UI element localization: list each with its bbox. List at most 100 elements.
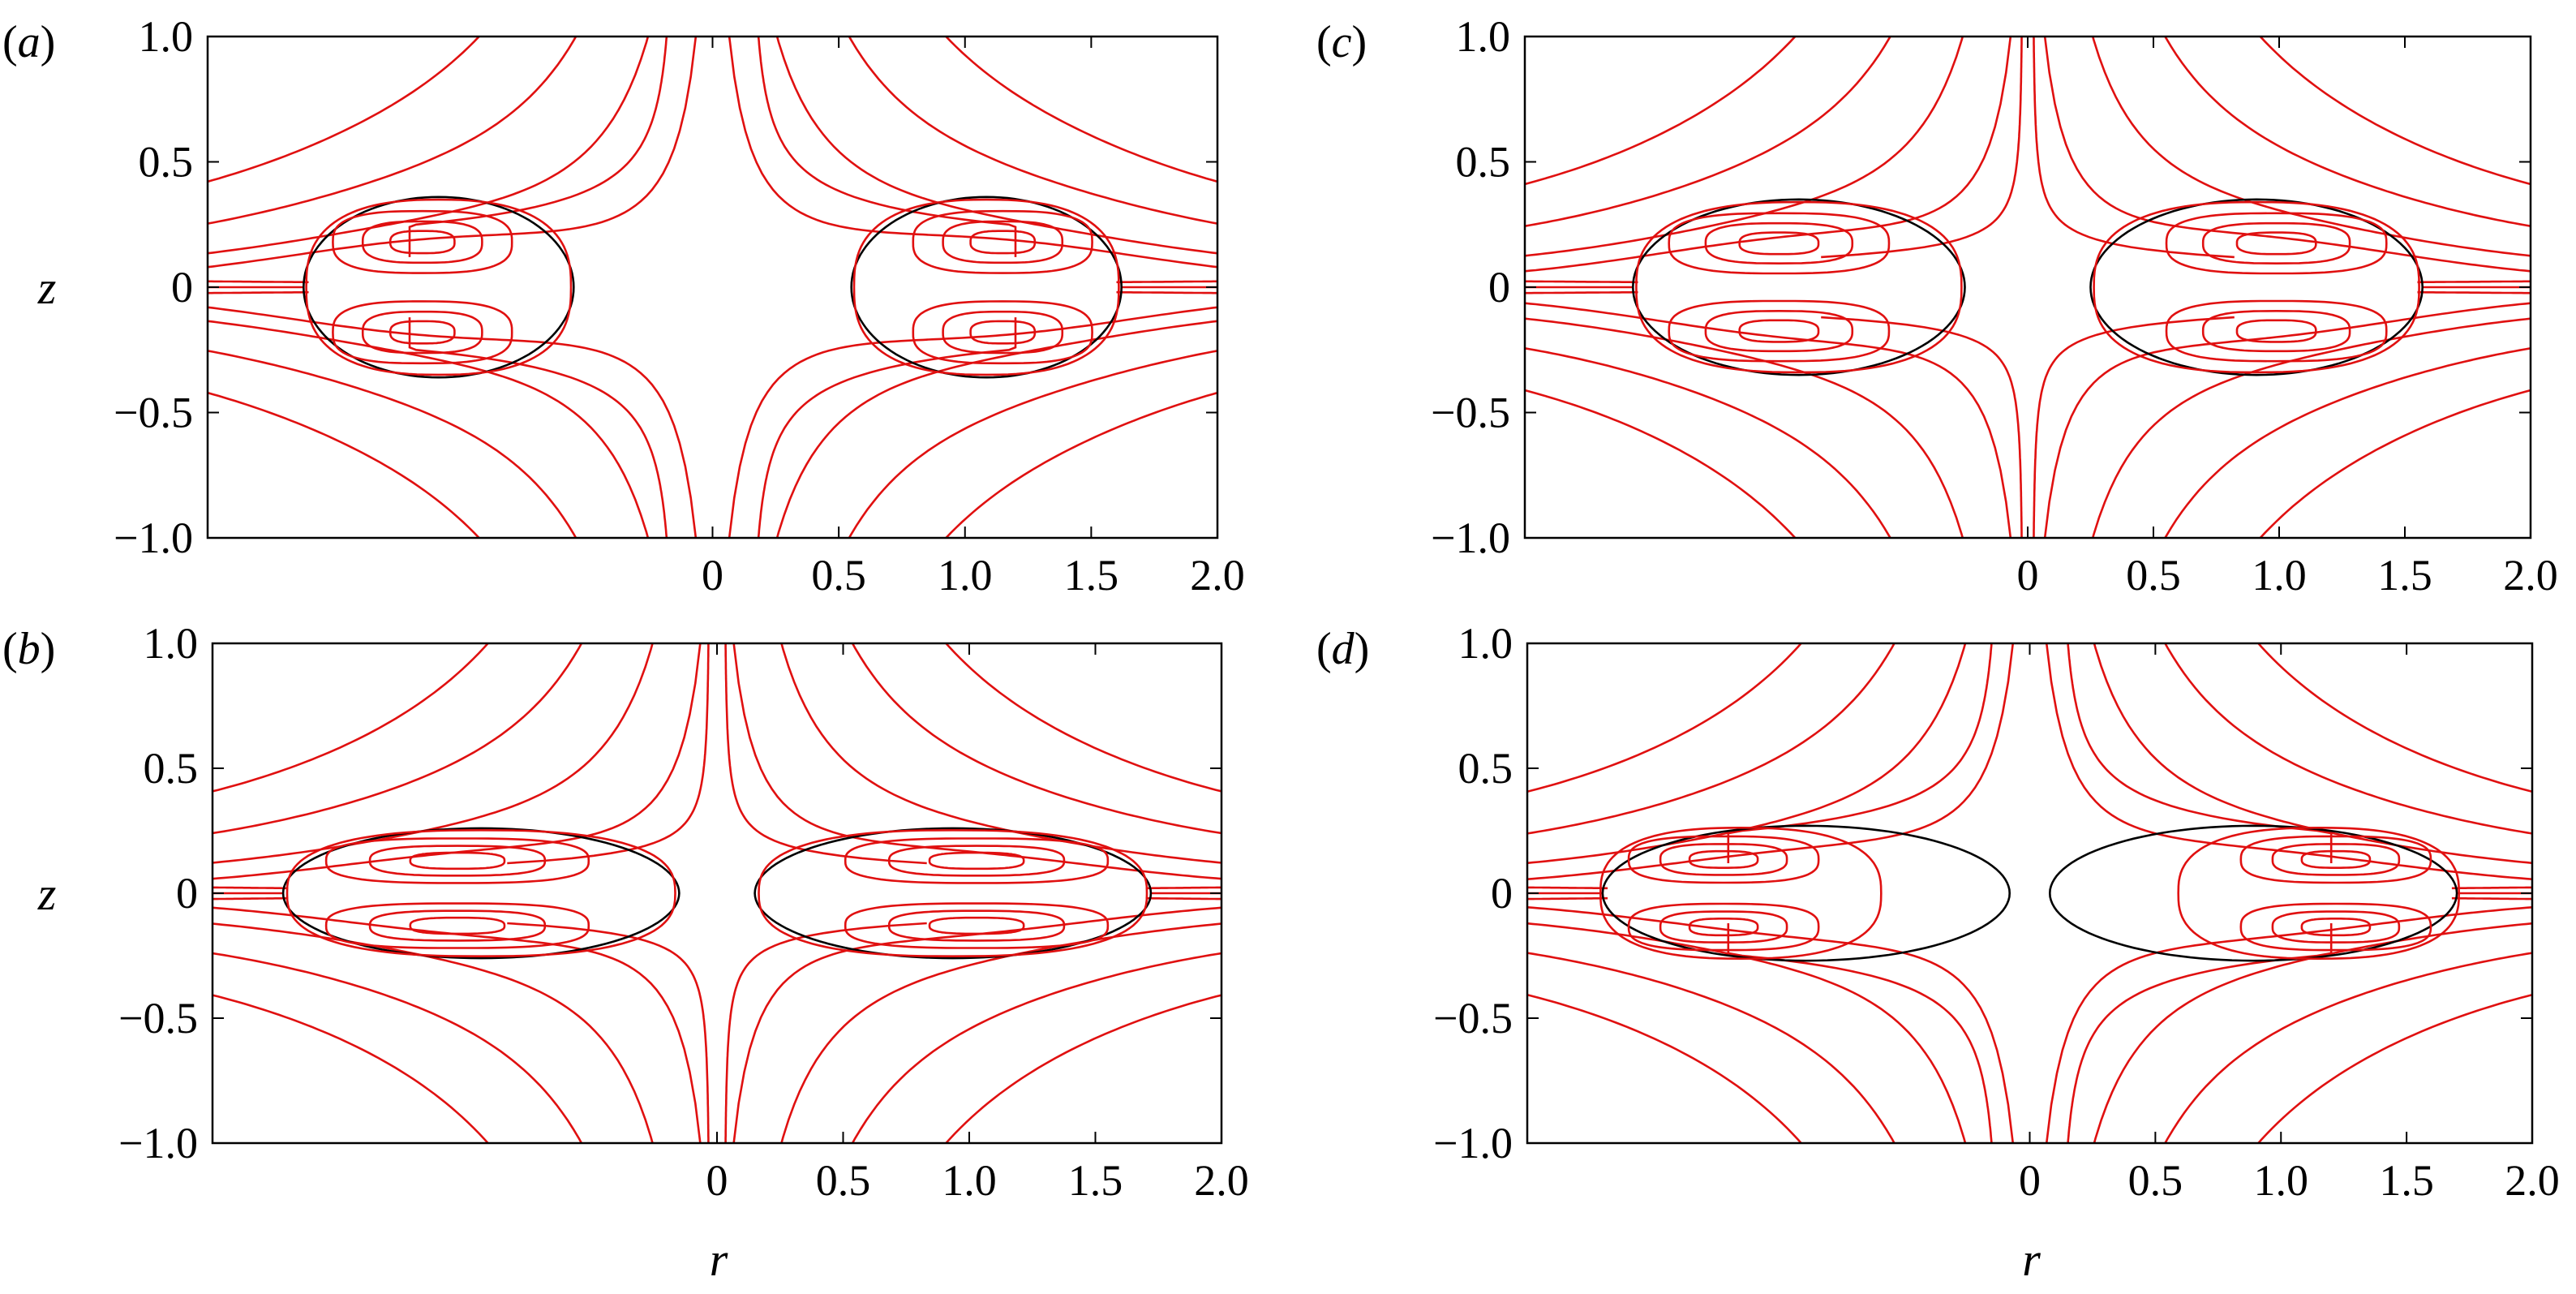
- streamline: [2045, 643, 2532, 881]
- panel-label-letter: d: [1332, 624, 1355, 674]
- plot-area: [213, 643, 1221, 1143]
- y-tick-label: 1.0: [144, 619, 199, 668]
- x-tick-label: 0.5: [811, 551, 866, 600]
- streamline: [2163, 952, 2532, 1143]
- y-tick-label: 1.0: [1456, 12, 1511, 61]
- streamline: [2163, 643, 2532, 835]
- x-axis-title: r: [710, 1233, 728, 1286]
- x-tick-label: 0: [2017, 551, 2039, 600]
- streamline: [507, 643, 710, 865]
- x-tick-label: 1.5: [2379, 1156, 2434, 1205]
- panel-label-paren: (: [1316, 17, 1332, 67]
- panel-label-paren: (: [2, 624, 18, 674]
- streamline: [1527, 643, 1896, 835]
- streamline: [2091, 317, 2531, 538]
- y-tick-label: 0.5: [139, 138, 194, 187]
- drop-interface: [850, 196, 1123, 379]
- streamline: [208, 350, 577, 538]
- plot-frame: [206, 35, 1219, 540]
- panel-label: (d): [1316, 624, 1369, 674]
- drop-interface: [1601, 824, 2011, 962]
- streamline: [851, 952, 1221, 1143]
- streamline: [2451, 896, 2532, 901]
- x-tick-label: 1.5: [1068, 1156, 1123, 1205]
- streamline: [732, 906, 1221, 1143]
- vortex-streamline: [928, 851, 1025, 871]
- streamline: [213, 994, 490, 1143]
- streamline: [944, 994, 1221, 1143]
- y-tick-label: −1.0: [114, 514, 193, 562]
- vortex-streamline: [361, 310, 483, 355]
- y-tick-label: −1.0: [1431, 514, 1510, 562]
- vortex-streamline: [389, 320, 456, 345]
- streamline: [408, 37, 668, 257]
- streamline: [208, 37, 577, 225]
- vortex-streamline: [2239, 835, 2432, 884]
- vortex-streamline: [1659, 843, 1788, 876]
- streamline: [208, 37, 650, 255]
- panel-label-paren: (: [2, 17, 18, 67]
- streamline: [1527, 896, 1608, 901]
- x-tick-label: 2.0: [2505, 1156, 2560, 1205]
- panel-b: 1.0 0.5 0 −0.5 −1.0 0 0.5 1.0 1.5 2.0 z r (b): [2, 619, 1249, 1286]
- y-tick-label: −0.5: [114, 389, 193, 437]
- drop-interface: [281, 827, 680, 960]
- panel-label-letter: b: [18, 624, 41, 674]
- streamline: [851, 643, 1221, 835]
- y-tick-label: 0.5: [1458, 744, 1513, 793]
- vortex-streamline: [368, 845, 547, 877]
- x-tick-label: 1.0: [942, 1156, 997, 1205]
- panel-label-paren: (: [1316, 624, 1332, 674]
- panel-c: 1.0 0.5 0 −0.5 −1.0 0 0.5 1.0 1.5 2.0 (c): [1316, 12, 2558, 600]
- y-tick-label: 1.0: [139, 12, 194, 61]
- vortex-streamline: [1738, 231, 1820, 256]
- streamline: [213, 643, 654, 864]
- vortex-streamline: [2239, 902, 2432, 952]
- vortex-streamline: [1688, 918, 1759, 937]
- streamline: [408, 317, 668, 538]
- vortex-streamline: [2165, 299, 2388, 363]
- streamline: [1727, 923, 1993, 1143]
- vortex-streamline: [368, 909, 547, 942]
- plot-area: [1525, 37, 2531, 538]
- panel-label-letter: c: [1332, 17, 1352, 67]
- y-tick-label: 1.0: [1458, 619, 1513, 668]
- y-tick-label: 0: [1488, 263, 1510, 312]
- streamline: [1525, 302, 2012, 538]
- streamline: [1525, 37, 1797, 186]
- streamline: [2043, 37, 2531, 273]
- panel-label-letter: a: [18, 17, 41, 67]
- streamline: [780, 643, 1221, 864]
- streamline: [757, 37, 1017, 257]
- vortex-streamline: [324, 902, 590, 949]
- panel-a: 1.0 0.5 0 −0.5 −1.0 0 0.5 1.0 1.5 2.0 z (a): [2, 12, 1245, 600]
- streamline: [208, 290, 309, 294]
- y-tick-label: 0: [176, 869, 198, 918]
- streamline: [1525, 37, 1964, 257]
- streamline: [1525, 346, 1892, 538]
- panel-label: (b): [2, 624, 55, 674]
- vortex-streamline: [1659, 910, 1788, 944]
- vortex-streamline: [1627, 902, 1820, 952]
- streamline: [2033, 37, 2235, 259]
- vortex-streamline: [758, 828, 1148, 958]
- streamline: [728, 37, 1217, 269]
- x-tick-label: 0.5: [816, 1156, 871, 1205]
- streamline: [213, 643, 702, 880]
- vortex-streamline: [2271, 843, 2401, 876]
- vortex-streamline: [409, 851, 506, 871]
- vortex-streamline: [887, 909, 1066, 942]
- vortex-streamline: [912, 300, 1093, 365]
- y-tick-label: −0.5: [1433, 994, 1513, 1043]
- panel-d: 1.0 0.5 0 −0.5 −1.0 0 0.5 1.0 1.5 2.0 r (d): [1316, 619, 2560, 1286]
- streamline: [1525, 317, 1964, 538]
- streamline: [2256, 993, 2532, 1143]
- streamline: [780, 922, 1221, 1143]
- vortex-streamline: [332, 300, 513, 365]
- streamline: [1821, 37, 2023, 259]
- vortex-streamline: [332, 209, 513, 274]
- y-axis-title: z: [37, 867, 57, 920]
- vortex-streamline: [1599, 826, 1883, 961]
- vortex-streamline: [1704, 309, 1854, 353]
